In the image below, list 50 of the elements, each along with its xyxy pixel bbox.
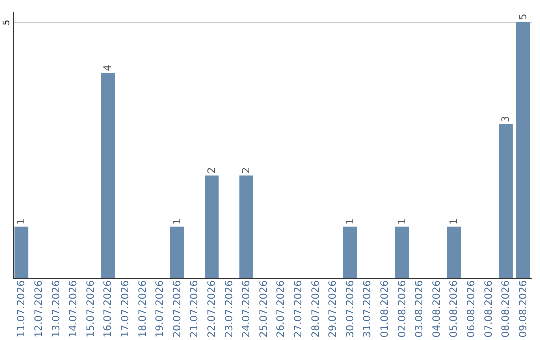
x-tick-label: 23.07.2026 [224, 280, 236, 338]
data-label: 3 [501, 116, 512, 123]
x-tick-label: 12.07.2026 [34, 280, 45, 338]
bar [240, 176, 254, 278]
x-tick-label: 18.07.2026 [138, 280, 149, 338]
x-tick-label: 22.07.2026 [206, 280, 218, 338]
bar [447, 226, 462, 278]
bar [395, 226, 410, 278]
data-label: 1 [345, 218, 356, 225]
x-tick-label: 30.07.2026 [345, 280, 356, 338]
data-label: 2 [206, 167, 218, 174]
bar [499, 124, 513, 278]
x-tick-label: 26.07.2026 [276, 280, 288, 338]
x-tick-label: 31.07.2026 [362, 280, 374, 338]
x-tick-label: 19.07.2026 [155, 280, 166, 338]
x-tick-label: 13.07.2026 [51, 280, 62, 338]
bar [101, 73, 116, 278]
data-label: 1 [16, 218, 28, 225]
data-label: 5 [518, 14, 530, 20]
x-tick-label: 08.08.2026 [501, 280, 512, 338]
x-tick-label: 06.08.2026 [466, 280, 478, 338]
x-tick-label: 04.08.2026 [432, 280, 443, 338]
bar [205, 176, 219, 278]
x-tick-label: 24.07.2026 [242, 280, 253, 338]
data-label: 4 [103, 65, 114, 72]
x-tick-label: 09.08.2026 [518, 280, 530, 338]
data-label: 2 [242, 167, 253, 174]
data-label: 1 [397, 218, 408, 225]
x-tick-label: 14.07.2026 [68, 280, 80, 338]
data-label: 1 [172, 218, 184, 225]
bar [516, 22, 530, 278]
x-tick-label: 17.07.2026 [120, 280, 132, 338]
x-tick-label: 25.07.2026 [258, 280, 270, 338]
bar [14, 226, 29, 278]
bar [343, 226, 358, 278]
x-tick-label: 11.07.2026 [16, 280, 28, 338]
x-tick-label: 05.08.2026 [449, 280, 460, 338]
bar [170, 226, 184, 278]
x-tick-label: 28.07.2026 [310, 280, 322, 338]
x-tick-label: 01.08.2026 [380, 280, 391, 338]
x-tick-label: 29.07.2026 [328, 280, 340, 338]
x-tick-label: 03.08.2026 [414, 280, 426, 338]
x-tick-label: 15.07.2026 [86, 280, 97, 338]
x-tick-label: 27.07.2026 [293, 280, 304, 338]
data-label: 1 [449, 218, 460, 225]
x-tick-label: 07.08.2026 [484, 280, 495, 338]
x-tick-label: 02.08.2026 [397, 280, 408, 338]
x-tick-label: 16.07.2026 [103, 280, 114, 338]
x-tick-label: 21.07.2026 [190, 280, 201, 338]
x-tick-label: 20.07.2026 [172, 280, 184, 338]
